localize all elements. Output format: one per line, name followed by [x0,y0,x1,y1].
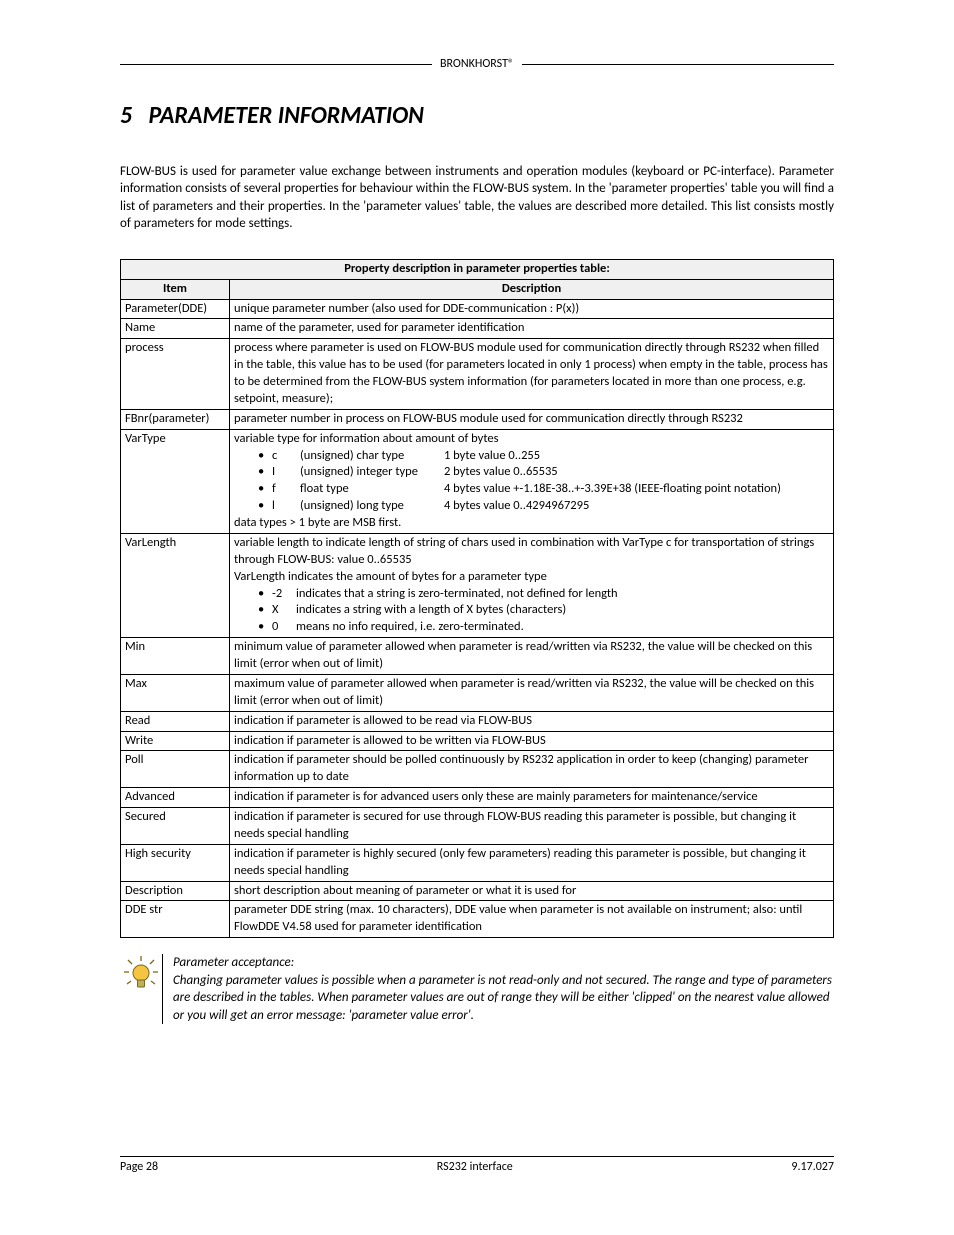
vartype-lead: variable type for information about amou… [234,431,829,448]
cell-item: FBnr(parameter) [121,409,230,429]
table-row: High securityindication if parameter is … [121,844,834,881]
section-number: 5 [120,101,132,130]
cell-desc: variable type for information about amou… [230,429,834,533]
cell-desc: name of the parameter, used for paramete… [230,319,834,339]
list-item: •0means no info required, i.e. zero-term… [258,619,829,636]
intro-paragraph: FLOW-BUS is used for parameter value exc… [120,163,834,233]
table-row: Securedindication if parameter is secure… [121,808,834,845]
cell-desc: short description about meaning of param… [230,881,834,901]
list-item: •Xindicates a string with a length of X … [258,602,829,619]
cell-item: VarLength [121,533,230,637]
table-row: processprocess where parameter is used o… [121,339,834,410]
cell-item: Description [121,881,230,901]
table-row: Namename of the parameter, used for para… [121,319,834,339]
cell-item: Write [121,731,230,751]
table-row: Pollindication if parameter should be po… [121,751,834,788]
note-block: Parameter acceptance: Changing parameter… [120,954,834,1024]
page: BRONKHORST® 5 PARAMETER INFORMATION FLOW… [0,0,954,1235]
table-row: FBnr(parameter)parameter number in proce… [121,409,834,429]
vartype-trail: data types > 1 byte are MSB first. [234,515,829,532]
table-row: Readindication if parameter is allowed t… [121,711,834,731]
cell-desc: indication if parameter is secured for u… [230,808,834,845]
list-item: •ffloat type4 bytes value +-1.18E-38..+-… [258,481,829,498]
table-caption: Property description in parameter proper… [121,259,834,279]
varlength-p2: VarLength indicates the amount of bytes … [234,569,829,586]
cell-item: Max [121,674,230,711]
table-row: Advancedindication if parameter is for a… [121,788,834,808]
cell-item: Poll [121,751,230,788]
list-item: •-2indicates that a string is zero-termi… [258,586,829,603]
cell-item: process [121,339,230,410]
cell-desc: maximum value of parameter allowed when … [230,674,834,711]
header-rule-right [522,64,834,65]
table-row: Parameter(DDE)unique parameter number (a… [121,299,834,319]
page-footer: Page 28 RS232 interface 9.17.027 [120,1156,834,1175]
footer-center: RS232 interface [437,1159,513,1175]
cell-desc: unique parameter number (also used for D… [230,299,834,319]
table-row: DDE strparameter DDE string (max. 10 cha… [121,901,834,938]
cell-item: Parameter(DDE) [121,299,230,319]
note-body: Changing parameter values is possible wh… [173,972,834,1025]
footer-page: Page 28 [120,1159,158,1175]
cell-item: Name [121,319,230,339]
page-header: BRONKHORST® [120,56,834,72]
footer-doc: 9.17.027 [791,1159,834,1175]
table-row: Descriptionshort description about meani… [121,881,834,901]
varlength-p1: variable length to indicate length of st… [234,535,829,569]
col-head-desc: Description [230,279,834,299]
note-text: Parameter acceptance: Changing parameter… [162,954,834,1024]
cell-item: Read [121,711,230,731]
cell-item: Min [121,638,230,675]
list-item: •I(unsigned) integer type2 bytes value 0… [258,464,829,481]
table-row: Writeindication if parameter is allowed … [121,731,834,751]
note-title: Parameter acceptance: [173,954,834,972]
table-row: Minminimum value of parameter allowed wh… [121,638,834,675]
cell-desc: indication if parameter is for advanced … [230,788,834,808]
properties-table: Property description in parameter proper… [120,259,834,938]
footer-rule [120,1156,834,1157]
cell-desc: parameter DDE string (max. 10 characters… [230,901,834,938]
cell-item: VarType [121,429,230,533]
header-rule-left [120,64,432,65]
col-head-item: Item [121,279,230,299]
cell-desc: parameter number in process on FLOW-BUS … [230,409,834,429]
cell-desc: process where parameter is used on FLOW-… [230,339,834,410]
cell-desc: indication if parameter should be polled… [230,751,834,788]
lightbulb-icon [120,954,162,1024]
list-item: •l(unsigned) long type4 bytes value 0..4… [258,498,829,515]
cell-item: Secured [121,808,230,845]
section-heading: 5 PARAMETER INFORMATION [120,100,834,132]
cell-desc: minimum value of parameter allowed when … [230,638,834,675]
cell-item: Advanced [121,788,230,808]
brand-label: BRONKHORST® [432,56,522,72]
cell-desc: variable length to indicate length of st… [230,533,834,637]
section-title-text: PARAMETER INFORMATION [148,101,423,130]
table-row: VarLength variable length to indicate le… [121,533,834,637]
cell-desc: indication if parameter is allowed to be… [230,731,834,751]
list-item: •c(unsigned) char type1 byte value 0..25… [258,448,829,465]
cell-item: High security [121,844,230,881]
table-row: Maxmaximum value of parameter allowed wh… [121,674,834,711]
cell-item: DDE str [121,901,230,938]
table-row: VarType variable type for information ab… [121,429,834,533]
cell-desc: indication if parameter is allowed to be… [230,711,834,731]
cell-desc: indication if parameter is highly secure… [230,844,834,881]
